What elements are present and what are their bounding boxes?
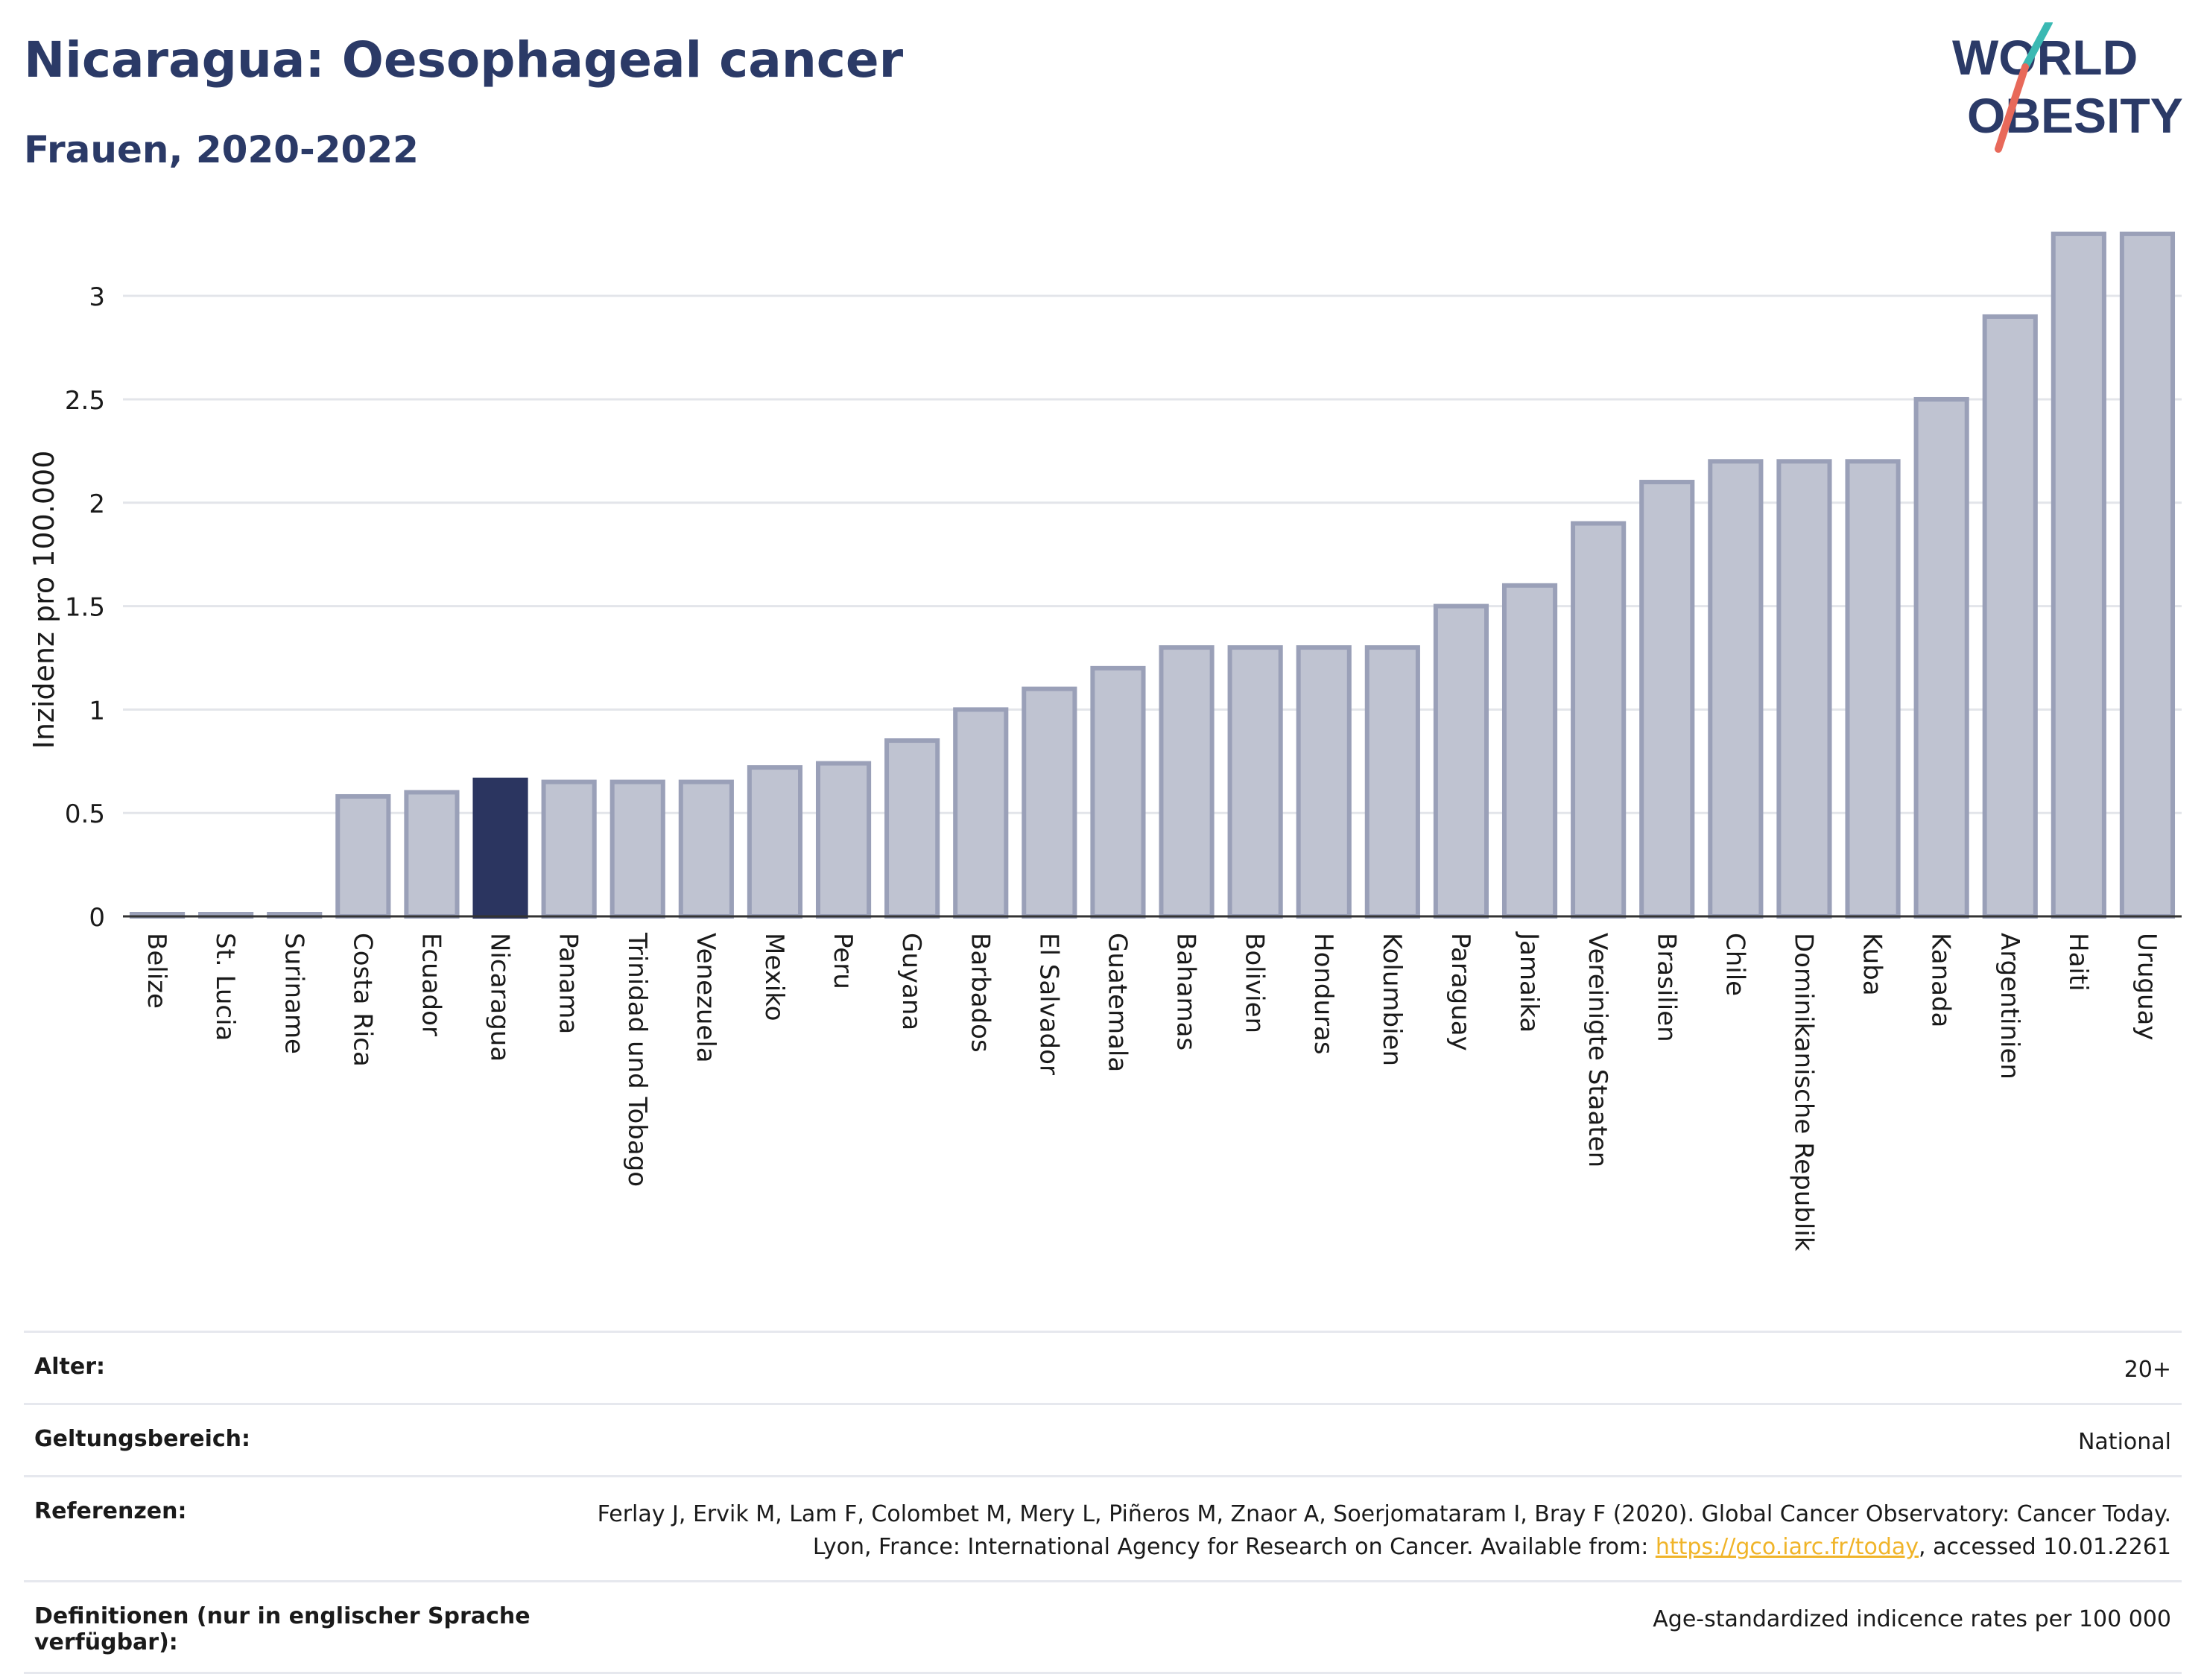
x-tick-label: Mexiko: [759, 933, 789, 1021]
y-axis-label: Inzidenz pro 100.000: [28, 451, 60, 749]
x-tick-label: Brasilien: [1651, 933, 1681, 1042]
y-tick-label: 2.5: [65, 386, 105, 416]
x-tick-label: Guyana: [896, 933, 926, 1030]
meta-age-label: Alter:: [24, 1331, 581, 1404]
meta-row-definitions: Definitionen (nur in englischer Sprache …: [24, 1580, 2182, 1674]
meta-definitions-label: Definitionen (nur in englischer Sprache …: [24, 1580, 581, 1674]
bar-costa-rica: [335, 793, 391, 919]
bar-jamaika: [1501, 583, 1558, 919]
x-tick-label: El Salvador: [1033, 933, 1063, 1075]
x-tick-label: Panama: [554, 933, 583, 1034]
bar-panama: [541, 779, 597, 919]
meta-age-value: 20+: [581, 1331, 2182, 1404]
x-tick-label: Uruguay: [2132, 933, 2162, 1041]
x-tick-label: Dominikanische Republik: [1788, 933, 1818, 1252]
bar-paraguay: [1433, 603, 1489, 919]
bar-el-salvador: [1022, 686, 1077, 919]
y-tick-label: 2: [89, 489, 105, 519]
bar-trinidad-und-tobago: [609, 779, 665, 919]
bar-kolumbien: [1364, 645, 1420, 919]
bar-bahamas: [1159, 645, 1215, 919]
meta-references-label: Referenzen:: [24, 1475, 581, 1582]
x-tick-label: Argentinien: [1995, 933, 2024, 1080]
bar-brasilien: [1639, 480, 1695, 919]
bar-dominikanische-republik: [1776, 459, 1832, 919]
metadata-table: Alter: 20+ Geltungsbereich: National Ref…: [24, 1331, 2182, 1674]
meta-definitions-value: Age-standardized indicence rates per 100…: [581, 1580, 2182, 1674]
x-tick-label: Vereinigte Staaten: [1583, 933, 1612, 1167]
reference-link[interactable]: https://gco.iarc.fr/today: [1655, 1534, 1919, 1560]
x-tick-label: Paraguay: [1445, 933, 1475, 1051]
x-tick-label: Peru: [828, 933, 858, 989]
x-tick-label: Kuba: [1858, 933, 1887, 996]
bar-nicaragua: [472, 777, 528, 919]
x-tick-label: Nicaragua: [485, 933, 515, 1062]
x-tick-label: St. Lucia: [210, 933, 240, 1041]
meta-scope-label: Geltungsbereich:: [24, 1403, 581, 1477]
x-tick-label: Chile: [1720, 933, 1749, 996]
x-tick-label: Suriname: [279, 933, 308, 1054]
y-tick-label: 0: [89, 903, 105, 933]
bar-kanada: [1913, 396, 1969, 919]
x-tick-label: Trinidad und Tobago: [622, 932, 652, 1187]
x-tick-label: Barbados: [965, 933, 995, 1053]
x-tick-label: Costa Rica: [347, 933, 377, 1067]
meta-row-references: Referenzen: Ferlay J, Ervik M, Lam F, Co…: [24, 1475, 2182, 1582]
x-tick-label: Guatemala: [1102, 933, 1132, 1072]
meta-scope-value: National: [581, 1403, 2182, 1477]
bar-ecuador: [404, 790, 460, 919]
y-tick-label: 3: [89, 282, 105, 312]
bar-vereinigte-staaten: [1571, 521, 1627, 919]
bar-chile: [1708, 459, 1764, 919]
reference-accessed: , accessed 10.01.2261: [1919, 1534, 2171, 1560]
reference-text: Ferlay J, Ervik M, Lam F, Colombet M, Me…: [597, 1501, 2171, 1560]
bar-mexiko: [747, 765, 803, 919]
y-tick-label: 0.5: [65, 799, 105, 829]
x-tick-label: Bolivien: [1240, 933, 1270, 1033]
bar-barbados: [953, 707, 1009, 919]
world-obesity-logo: WORLD OBESITY: [1937, 19, 2191, 164]
logo-slash-teal: [2021, 19, 2053, 71]
bar-chart: 0 0.5 1 1.5 2 2.5 3 Inzidenz pro 100.000 Belize S…: [28, 231, 2182, 1252]
y-tick-label: 1.5: [65, 593, 105, 623]
x-tick-label: Kolumbien: [1377, 933, 1407, 1066]
bar-bolivien: [1227, 645, 1283, 919]
bar-argentinien: [1982, 314, 2038, 919]
bar-honduras: [1296, 645, 1352, 919]
bar-guyana: [884, 738, 940, 919]
bar-kuba: [1845, 459, 1901, 919]
y-tick-label: 1: [89, 696, 105, 726]
x-tick-label: Ecuador: [416, 933, 446, 1036]
logo-line1: WORLD: [1952, 30, 2138, 85]
bar-guatemala: [1090, 665, 1146, 919]
chart-title: Nicaragua: Oesophageal cancer: [24, 31, 904, 89]
x-tick-label: Kanada: [1926, 933, 1956, 1027]
meta-row-age: Alter: 20+: [24, 1331, 2182, 1404]
x-tick-label: Honduras: [1308, 933, 1338, 1055]
x-tick-label: Jamaika: [1514, 931, 1544, 1033]
bar-venezuela: [678, 779, 734, 919]
x-tick-label: Venezuela: [691, 933, 721, 1063]
x-tick-label: Bahamas: [1171, 933, 1201, 1050]
bar-peru: [815, 761, 872, 919]
logo-slash-coral: [1995, 63, 2029, 153]
bar-haiti: [2051, 231, 2106, 919]
bar-uruguay: [2119, 231, 2176, 919]
x-tick-label: Belize: [142, 933, 171, 1009]
x-tick-label: Haiti: [2063, 933, 2093, 992]
meta-references-value: Ferlay J, Ervik M, Lam F, Colombet M, Me…: [581, 1475, 2182, 1582]
chart-subtitle: Frauen, 2020-2022: [24, 128, 419, 171]
meta-row-scope: Geltungsbereich: National: [24, 1403, 2182, 1477]
